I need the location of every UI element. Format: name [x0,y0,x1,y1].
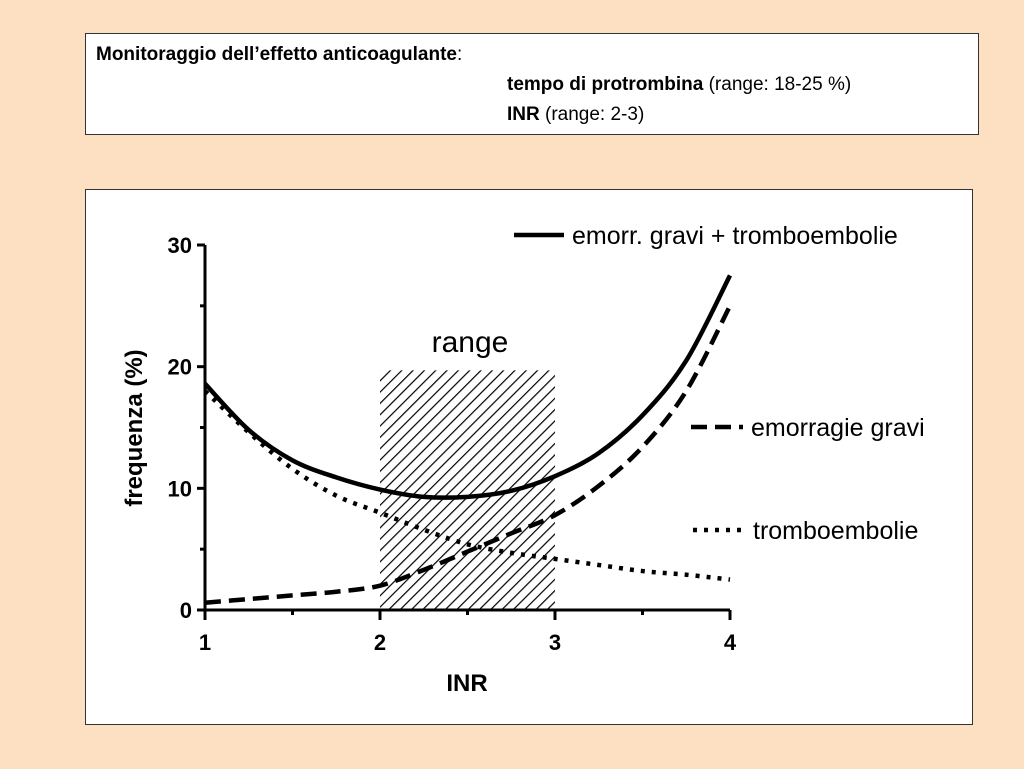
header-pt-line: tempo di protrombina (range: 18-25 %) [507,74,851,96]
x-tick-label: 3 [549,630,561,655]
range-label: range [432,326,509,359]
x-tick-label: 4 [724,630,737,655]
range-band [380,370,555,610]
header-title-line: Monitoraggio dell’effetto anticoagulante… [96,44,462,66]
x-axis-title: INR [446,670,487,697]
series-line-combined [203,274,733,500]
y-axis-title: frequenza (%) [121,349,148,506]
x-tick-label: 1 [199,630,211,655]
x-tick-label: 2 [374,630,386,655]
header-pt-label: tempo di protrombina [507,74,704,95]
y-tick-label: 0 [180,598,192,623]
legend-label-thromboembolism: tromboembolie [753,517,918,545]
header-box: Monitoraggio dell’effetto anticoagulante… [85,33,979,135]
y-tick-label: 10 [168,476,192,501]
y-tick-label: 30 [168,233,192,258]
header-title: Monitoraggio dell’effetto anticoagulante [96,44,457,65]
legend-label-bleeding: emorragie gravi [751,414,925,442]
series-line-bleeding [204,304,733,605]
header-title-colon: : [457,44,463,65]
chart-panel: 0 10 20 30 1 2 3 4 emorr. gravi + tromboembolie… [85,189,973,725]
header-pt-range: (range: 18-25 %) [703,74,852,95]
header-inr-label: INR [507,104,540,125]
legend-label-combined: emorr. gravi + tromboembolie [572,222,898,250]
header-inr-range: (range: 2-3) [539,104,645,125]
header-inr-line: INR (range: 2-3) [507,104,644,126]
series-line-thromboembolism [203,389,731,582]
y-tick-label: 20 [168,355,192,380]
